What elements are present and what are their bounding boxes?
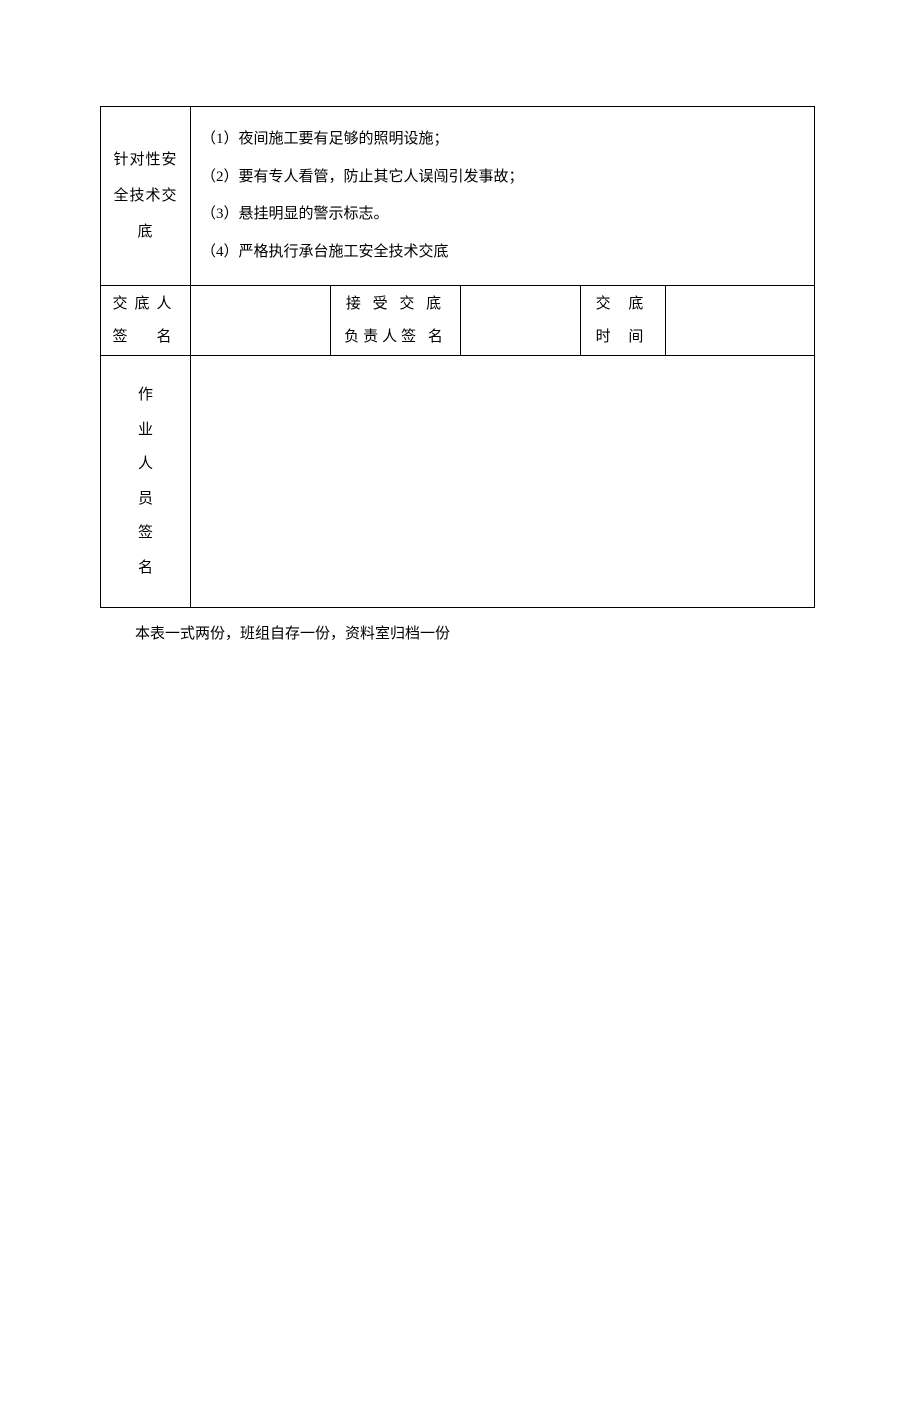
label-line: 接 受 交 底 <box>331 288 460 321</box>
workers-sign-value <box>191 356 815 608</box>
label-char: 人 <box>101 447 190 482</box>
safety-tech-content: （1）夜间施工要有足够的照明设施； （2）要有专人看管，防止其它人误闯引发事故；… <box>191 107 815 286</box>
presenter-sign-value <box>191 286 331 356</box>
vertical-label: 作 业 人 员 签 名 <box>101 378 190 585</box>
form-table: 针对性安全技术交底 （1）夜间施工要有足够的照明设施； （2）要有专人看管，防止… <box>100 106 815 608</box>
label-char: 签 <box>101 516 190 551</box>
receiver-sign-label: 接 受 交 底 负责人签 名 <box>331 286 461 356</box>
table-row: 交底人 签 名 接 受 交 底 负责人签 名 交 底 时 间 <box>101 286 815 356</box>
document-page: 针对性安全技术交底 （1）夜间施工要有足够的照明设施； （2）要有专人看管，防止… <box>0 106 920 643</box>
label-line: 交 底 <box>581 288 665 321</box>
label-line: 时 间 <box>581 321 665 354</box>
workers-sign-label: 作 业 人 员 签 名 <box>101 356 191 608</box>
label-line: 负责人签 名 <box>331 321 460 354</box>
content-line: （4）严格执行承台施工安全技术交底 <box>201 234 804 272</box>
label-line: 交底人 <box>101 288 190 321</box>
content-line: （2）要有专人看管，防止其它人误闯引发事故； <box>201 159 804 197</box>
label-line: 签 名 <box>101 321 190 354</box>
label-char: 员 <box>101 482 190 517</box>
safety-tech-label: 针对性安全技术交底 <box>101 107 191 286</box>
date-label: 交 底 时 间 <box>581 286 666 356</box>
date-value <box>666 286 815 356</box>
content-line: （3）悬挂明显的警示标志。 <box>201 196 804 234</box>
table-row: 针对性安全技术交底 （1）夜间施工要有足够的照明设施； （2）要有专人看管，防止… <box>101 107 815 286</box>
label-char: 业 <box>101 413 190 448</box>
label-char: 作 <box>101 378 190 413</box>
receiver-sign-value <box>461 286 581 356</box>
presenter-sign-label: 交底人 签 名 <box>101 286 191 356</box>
footnote-text: 本表一式两份，班组自存一份，资料室归档一份 <box>135 622 920 643</box>
table-row: 作 业 人 员 签 名 <box>101 356 815 608</box>
label-char: 名 <box>101 551 190 586</box>
content-line: （1）夜间施工要有足够的照明设施； <box>201 121 804 159</box>
